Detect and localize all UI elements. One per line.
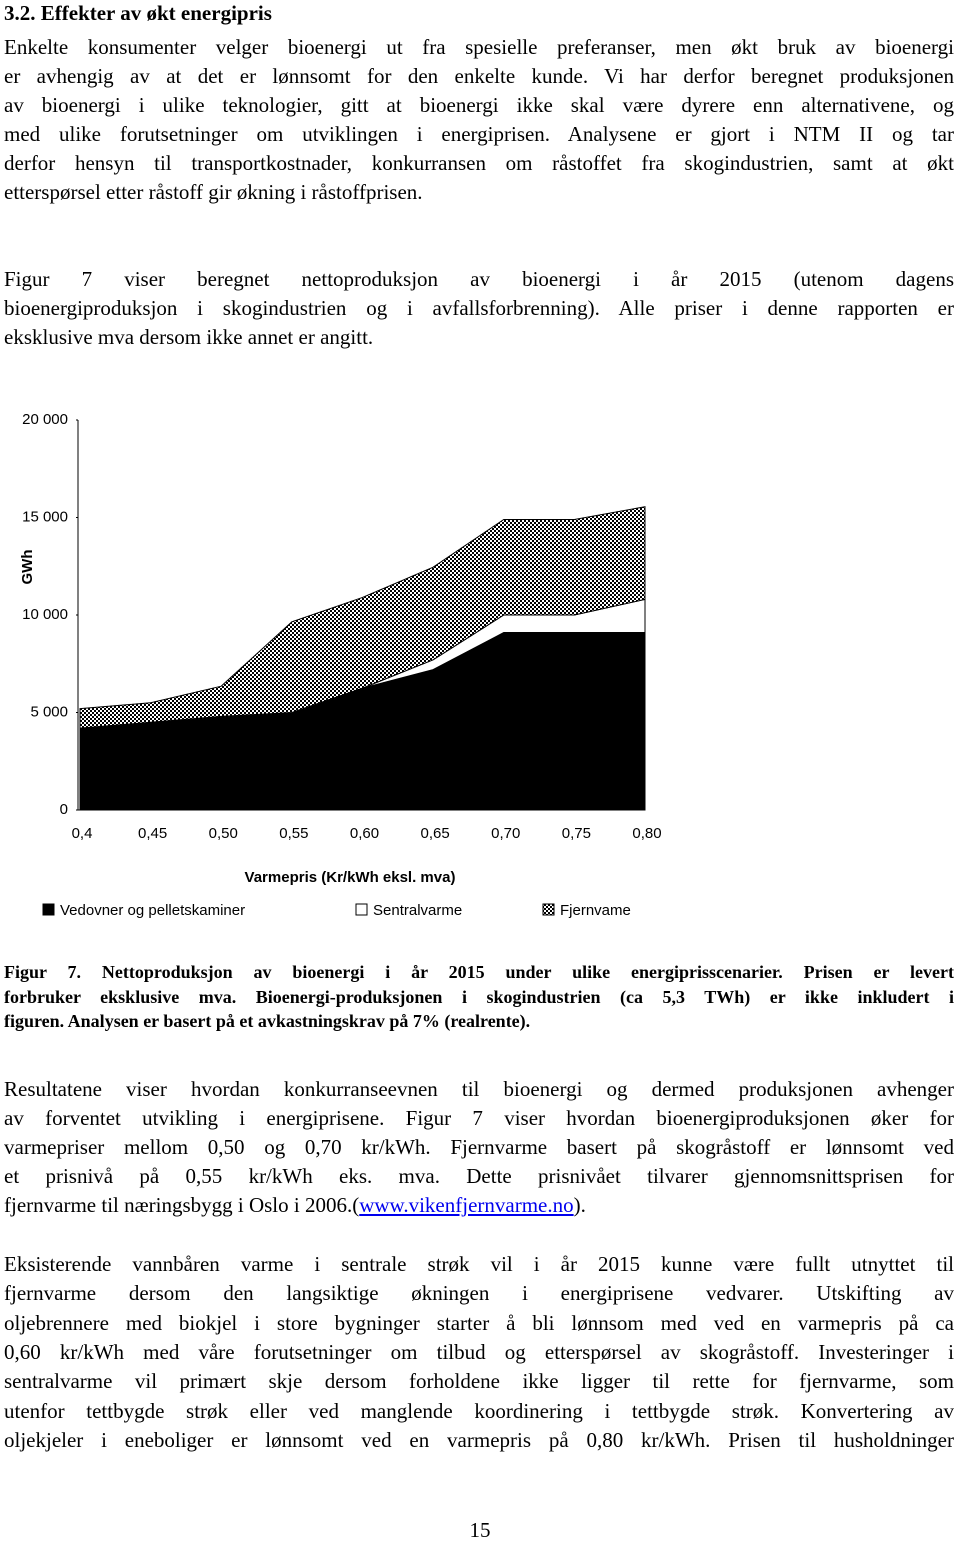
text-line: med ulike forutsetninger om utviklingen … <box>4 122 954 146</box>
x-tick-label: 0,60 <box>350 825 379 842</box>
x-tick-label: 0,80 <box>632 825 661 842</box>
text-line: Resultatene viser hvordan konkurranseevn… <box>4 1077 954 1101</box>
x-tick-label: 0,75 <box>562 825 591 842</box>
text: fjernvarme til næringsbygg i Oslo i 2006… <box>4 1193 360 1217</box>
x-tick-label: 0,50 <box>209 825 238 842</box>
legend-label: Sentralvarme <box>373 902 462 919</box>
x-tick-label: 0,45 <box>138 825 167 842</box>
area <box>79 506 646 729</box>
x-tick-label: 0,65 <box>421 825 450 842</box>
text-line: sentralvarme vil primært skje dersom for… <box>4 1369 954 1394</box>
text-line: Eksisterende vannbåren varme i sentrale … <box>4 1252 954 1276</box>
link[interactable]: www.vikenfjernvarme.no <box>359 1193 574 1217</box>
y-tick-label: 10 000 <box>22 606 68 623</box>
text-line: oljebrennere med biokjel i store bygning… <box>4 1310 954 1335</box>
legend-label: Vedovner og pelletskaminer <box>60 902 245 919</box>
text-line: oljekjeler i eneboliger er lønnsomt ved … <box>4 1427 954 1452</box>
text-line: Enkelte konsumenter velger bioenergi ut … <box>4 35 954 59</box>
legend-swatch <box>355 903 368 916</box>
text-line: Figur 7. Nettoproduksjon av bioenergi i … <box>4 962 954 982</box>
heading: 3.2. Effekter av økt energipris <box>4 1 272 25</box>
y-tick-label: 5 000 <box>30 703 68 720</box>
text-line: Figur 7 viser beregnet nettoproduksjon a… <box>4 267 954 291</box>
y-axis-label: GWh <box>19 550 36 585</box>
text-line: varmepriser mellom 0,50 og 0,70 kr/kWh. … <box>4 1135 954 1159</box>
text-line: 0,60 kr/kWh med våre forutsetninger om t… <box>4 1339 954 1364</box>
text-line: forbruker eksklusive mva. Bioenergi-prod… <box>4 986 954 1007</box>
page-number: 15 <box>469 1518 491 1542</box>
text-line: fjernvarme til næringsbygg i Oslo i 2006… <box>4 1192 954 1218</box>
y-tick-label: 0 <box>60 801 68 818</box>
legend-swatch <box>42 903 55 916</box>
text-line: er avhengig av at det er lønnsomt for de… <box>4 64 954 88</box>
text-line: av forventet utvikling i energiprisene. … <box>4 1106 954 1130</box>
text-line: bioenergiproduksjon i skogindustrien og … <box>4 296 954 320</box>
text-line: utenfor tettbygde strøk eller ved mangle… <box>4 1398 954 1423</box>
text-line: eksklusive mva dersom ikke annet er angi… <box>4 325 374 349</box>
x-tick-label: 0,55 <box>279 825 308 842</box>
text-line: et prisnivå på 0,55 kr/kWh eks. mva. Det… <box>4 1164 954 1188</box>
x-tick-label: 0,4 <box>72 825 93 842</box>
text: ). <box>573 1193 586 1217</box>
x-tick-label: 0,70 <box>491 825 520 842</box>
text-line: derfor hensyn til transportkostnader, ko… <box>4 151 954 175</box>
text-line: fjernvarme dersom den langsiktige økning… <box>4 1281 954 1306</box>
x-axis-label: Varmepris (Kr/kWh eksl. mva) <box>245 869 456 886</box>
y-tick-label: 20 000 <box>22 411 68 428</box>
text-line: figuren. Analysen er basert på et avkast… <box>4 1011 531 1031</box>
legend-label: Fjernvame <box>560 902 631 919</box>
text-line: av bioenergi i ulike teknologier, gitt a… <box>4 93 954 117</box>
y-tick-label: 15 000 <box>22 508 68 525</box>
legend-swatch <box>542 903 555 916</box>
text-line: etterspørsel etter råstoff gir økning i … <box>4 180 423 204</box>
